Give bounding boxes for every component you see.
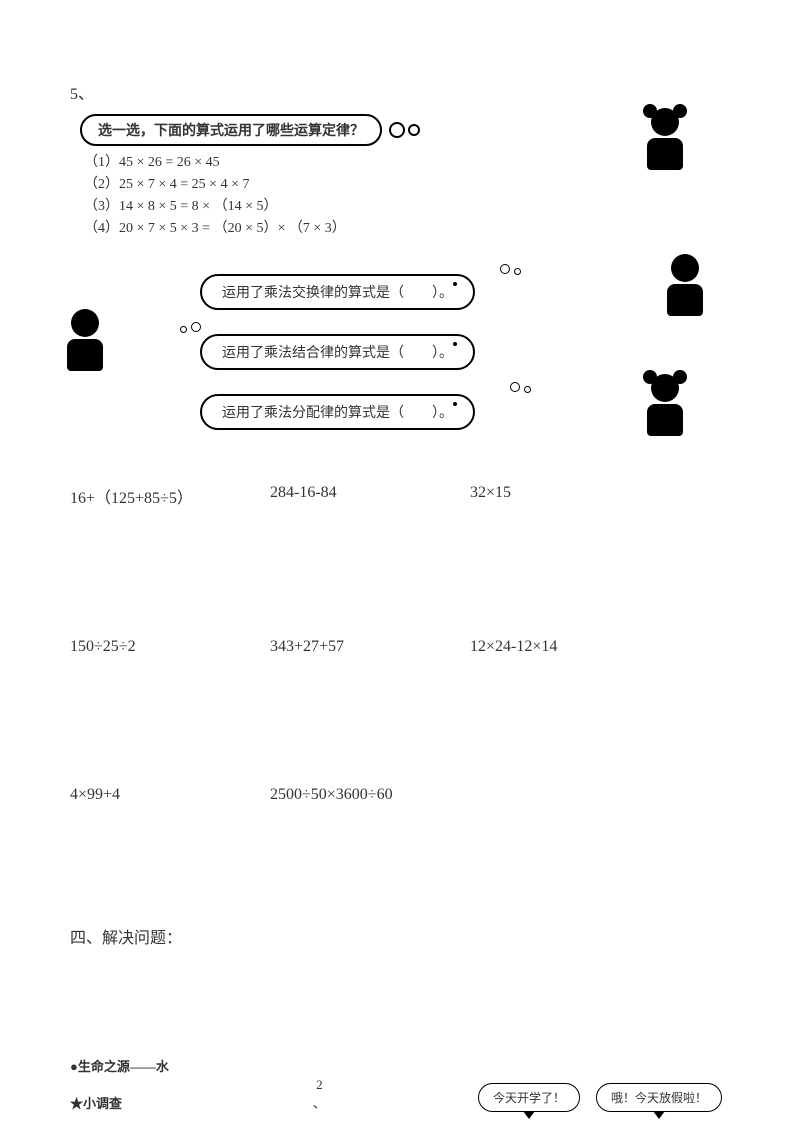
calc-item <box>470 786 670 804</box>
page-suffix: 、 <box>313 1093 326 1112</box>
section-four-heading: 四、解决问题： <box>70 924 730 948</box>
footer-left-item-2: ★小调查 <box>70 1093 169 1112</box>
footer-page-number: 2 、 <box>313 1077 326 1112</box>
calc-item: 4×99+4 <box>70 786 270 804</box>
bubble-commutative-text: 运用了乘法交换律的算式是（ ）。 <box>222 286 453 301</box>
equation-2: （2）25 × 7 × 4 = 25 × 4 × 7 <box>84 174 680 196</box>
question-number: 5、 <box>70 80 730 104</box>
calc-item: 12×24-12×14 <box>470 638 670 656</box>
title-text: 选一选，下面的算式运用了哪些运算定律？ <box>98 124 364 139</box>
person-top-right-icon <box>640 108 690 178</box>
calc-row-3: 4×99+4 2500÷50×3600÷60 <box>70 786 730 804</box>
person-right-boy-icon <box>660 254 710 324</box>
bubble-distributive: 运用了乘法分配律的算式是（ ）。 <box>200 394 475 430</box>
calc-row-1: 16+（125+85÷5） 284-16-84 32×15 <box>70 484 730 508</box>
footer-right: 今天开学了！ 哦！今天放假啦！ <box>470 1083 730 1112</box>
calculation-section: 16+（125+85÷5） 284-16-84 32×15 150÷25÷2 3… <box>70 484 730 804</box>
speech-2-text: 哦！今天放假啦！ <box>611 1091 707 1105</box>
equation-3: （3）14 × 8 × 5 = 8 × （14 × 5） <box>84 196 680 218</box>
calc-item: 32×15 <box>470 484 670 508</box>
person-left-boy-icon <box>60 309 110 379</box>
equation-1: （1）45 × 26 = 26 × 45 <box>84 152 680 174</box>
calc-item: 2500÷50×3600÷60 <box>270 786 470 804</box>
bubble-commutative: 运用了乘法交换律的算式是（ ）。 <box>200 274 475 310</box>
bubble-associative-text: 运用了乘法结合律的算式是（ ）。 <box>222 346 453 361</box>
calc-item: 150÷25÷2 <box>70 638 270 656</box>
bubble-associative: 运用了乘法结合律的算式是（ ）。 <box>200 334 475 370</box>
bubble-distributive-text: 运用了乘法分配律的算式是（ ）。 <box>222 406 453 421</box>
calc-item: 284-16-84 <box>270 484 470 508</box>
page-number: 2 <box>313 1077 326 1093</box>
calc-row-2: 150÷25÷2 343+27+57 12×24-12×14 <box>70 638 730 656</box>
page-footer: ●生命之源——水 ★小调查 2 、 今天开学了！ 哦！今天放假啦！ <box>70 1056 730 1112</box>
equation-4: （4）20 × 7 × 5 × 3 = （20 × 5）× （7 × 3） <box>84 218 680 240</box>
diagram-area: 选一选，下面的算式运用了哪些运算定律？ （1）45 × 26 = 26 × 45… <box>70 114 730 454</box>
speech-1-text: 今天开学了！ <box>493 1091 565 1105</box>
speech-bubble-2: 哦！今天放假啦！ <box>596 1083 722 1112</box>
calc-item: 16+（125+85÷5） <box>70 484 270 508</box>
footer-left: ●生命之源——水 ★小调查 <box>70 1056 169 1112</box>
title-bubble: 选一选，下面的算式运用了哪些运算定律？ <box>80 114 382 146</box>
footer-left-item-1: ●生命之源——水 <box>70 1056 169 1075</box>
equation-list: （1）45 × 26 = 26 × 45 （2）25 × 7 × 4 = 25 … <box>84 152 680 240</box>
speech-bubble-1: 今天开学了！ <box>478 1083 580 1112</box>
calc-item: 343+27+57 <box>270 638 470 656</box>
person-bottom-right-girl-icon <box>640 374 690 444</box>
